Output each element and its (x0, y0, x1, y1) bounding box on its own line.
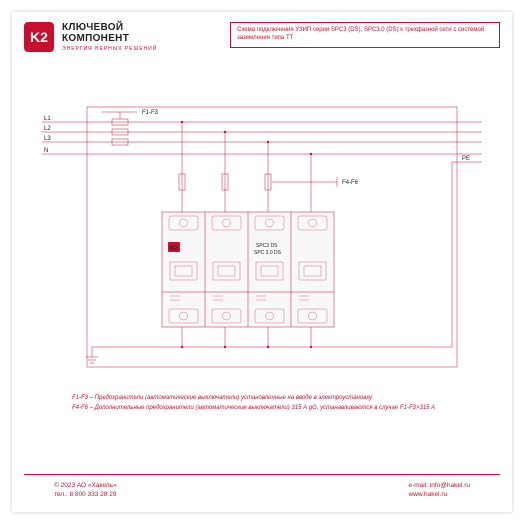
drops-with-fuses: F4-F6 (179, 121, 359, 212)
note-f1f3: F1-F3 – Предохранители (автоматические в… (72, 394, 435, 404)
brand-tagline: ЭНЕРГИЯ ВЕРНЫХ РЕШЕНИЙ (62, 46, 157, 52)
label-l1: L1 (44, 116, 51, 122)
device-model-1: SPC3 DS (256, 243, 278, 249)
footer-site: www.hakel.ru (408, 490, 470, 500)
spd-device: K2 SPC3 DS SPC 3.0 DS (162, 212, 334, 327)
label-l2: L2 (44, 126, 51, 132)
brand-name-line1: КЛЮЧЕВОЙ (62, 22, 157, 33)
label-l3: L3 (44, 136, 51, 142)
brand-name-line2: КОМПОНЕНТ (62, 33, 157, 44)
footer-phone: тел.: 8 800 333 28 29 (54, 490, 117, 500)
fuses-f1-f3: F1-F3 (102, 110, 159, 145)
footnotes: F1-F3 – Предохранители (автоматические в… (72, 394, 435, 413)
label-n: N (44, 148, 48, 154)
footer-email: e-mail: info@hakel.ru (408, 481, 470, 491)
label-pe: PE (462, 156, 470, 162)
footer: © 2023 АО «Хакель» тел.: 8 800 333 28 29… (24, 474, 500, 501)
footer-copyright: © 2023 АО «Хакель» (54, 481, 117, 491)
wiring-diagram: L1 L2 L3 N F1-F3 (42, 82, 482, 382)
device-logo: K2 (170, 246, 178, 252)
note-f4f6: F4-F6 – Дополнительные предохранители (а… (72, 404, 435, 414)
brand-logo: K2 (24, 22, 54, 52)
label-f1f3: F1-F3 (142, 110, 159, 116)
device-model-2: SPC 3.0 DS (254, 250, 282, 256)
label-f4f6: F4-F6 (342, 180, 359, 186)
diagram-title: Схема подключения УЗИП серии SPC3 (DS), … (230, 22, 500, 48)
